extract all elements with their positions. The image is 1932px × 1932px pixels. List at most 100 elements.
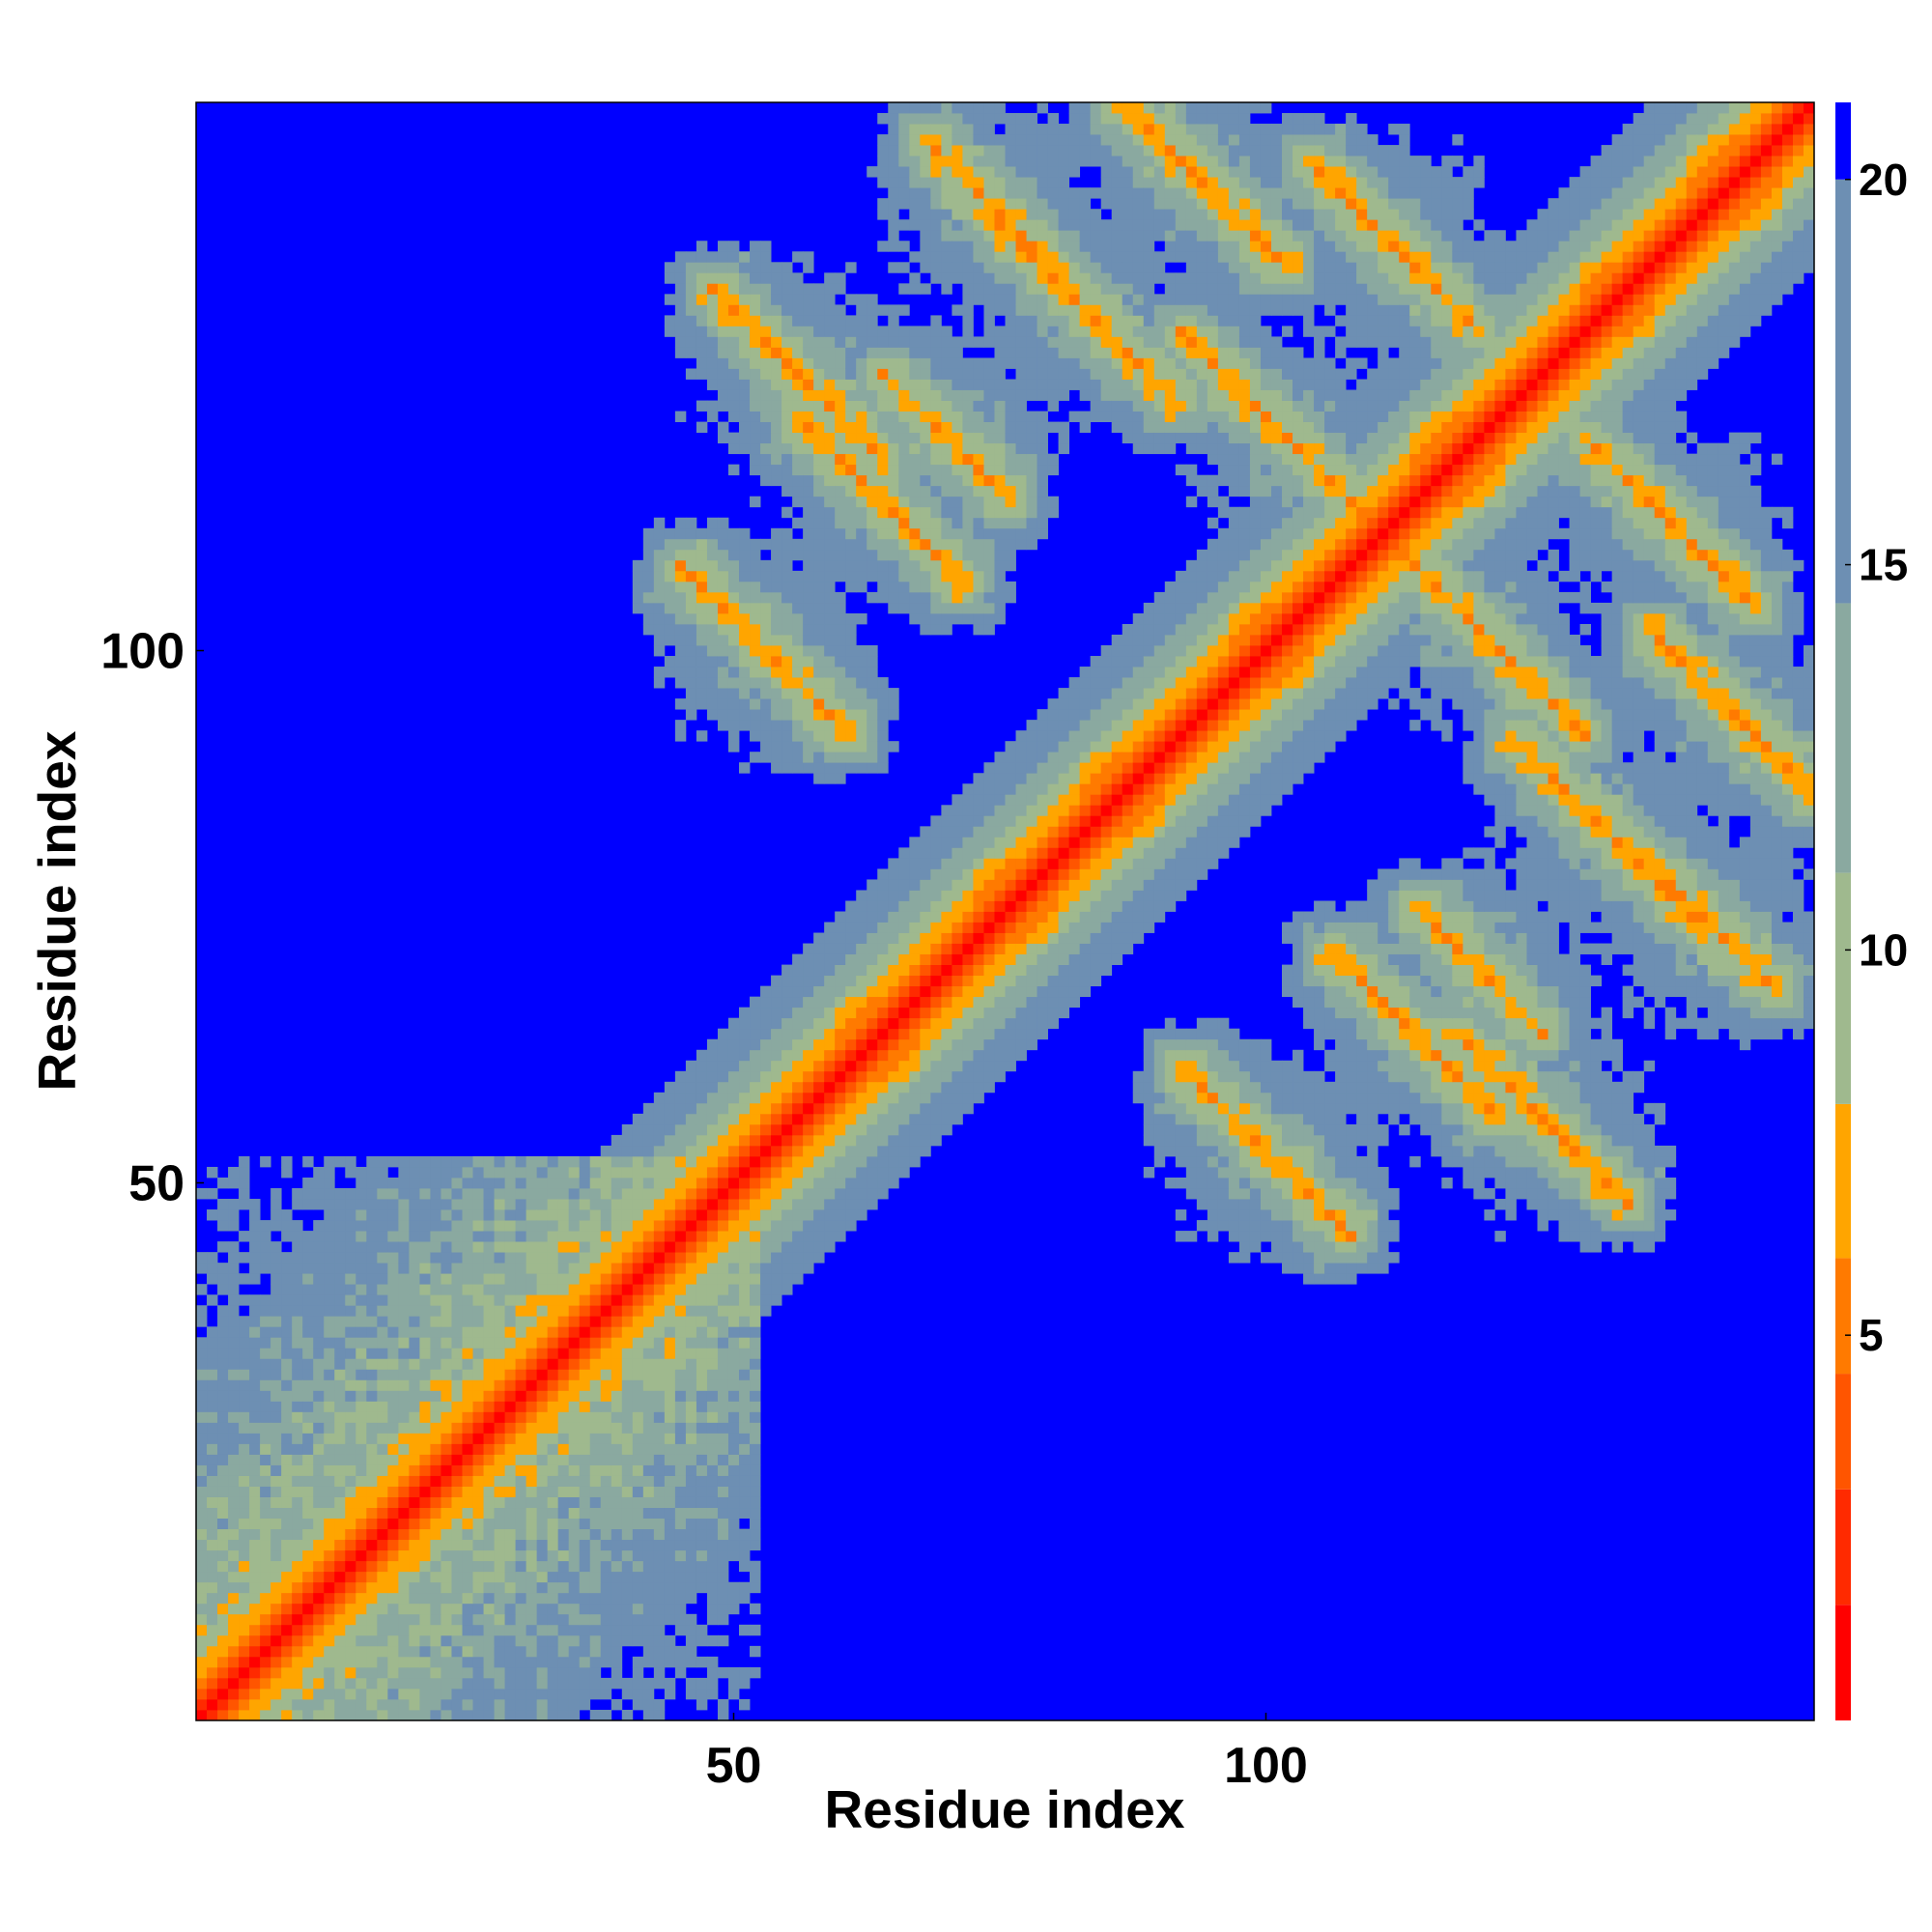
heatmap-cell bbox=[239, 1177, 250, 1189]
heatmap-cell bbox=[1228, 1220, 1240, 1232]
heatmap-cell bbox=[568, 1677, 581, 1690]
heatmap-cell bbox=[1356, 1134, 1368, 1147]
heatmap-cell bbox=[504, 1603, 516, 1615]
heatmap-cell bbox=[1473, 1134, 1485, 1147]
heatmap-cell bbox=[750, 411, 761, 422]
heatmap-cell bbox=[557, 1241, 570, 1253]
heatmap-cell bbox=[270, 1613, 282, 1626]
heatmap-cell bbox=[674, 1433, 687, 1444]
heatmap-cell bbox=[579, 1698, 591, 1711]
heatmap-cell bbox=[632, 1603, 644, 1615]
heatmap-cell bbox=[324, 1231, 335, 1242]
heatmap-cell bbox=[685, 1316, 697, 1327]
heatmap-cell bbox=[750, 1316, 761, 1327]
heatmap-cell bbox=[589, 1464, 602, 1476]
heatmap-cell bbox=[366, 1177, 378, 1189]
heatmap-cell bbox=[739, 1358, 751, 1370]
heatmap-cell bbox=[771, 357, 782, 369]
heatmap-cell bbox=[398, 1220, 410, 1232]
heatmap-cell bbox=[813, 773, 825, 784]
heatmap-cell bbox=[409, 1454, 420, 1465]
heatmap-cell bbox=[717, 1390, 729, 1402]
heatmap-cell bbox=[727, 304, 740, 316]
heatmap-cell bbox=[324, 1209, 335, 1221]
heatmap-cell bbox=[504, 1528, 516, 1541]
heatmap-cell bbox=[1356, 1038, 1368, 1051]
heatmap-cell bbox=[440, 1326, 452, 1338]
heatmap-cell bbox=[674, 570, 687, 582]
heatmap-cell bbox=[845, 506, 857, 519]
heatmap-cell bbox=[1324, 1102, 1336, 1115]
heatmap-cell bbox=[1335, 1134, 1347, 1147]
heatmap-cell bbox=[228, 1592, 240, 1605]
heatmap-cell bbox=[835, 720, 846, 731]
heatmap-cell bbox=[377, 1199, 388, 1210]
heatmap-cell bbox=[451, 1634, 463, 1647]
heatmap-cell bbox=[1569, 1209, 1580, 1221]
heatmap-cell bbox=[557, 1379, 570, 1391]
heatmap-cell bbox=[1238, 1199, 1251, 1210]
heatmap-cell bbox=[1399, 1102, 1410, 1115]
heatmap-cell bbox=[249, 1422, 261, 1434]
heatmap-cell bbox=[334, 1305, 346, 1317]
heatmap-cell bbox=[727, 1199, 740, 1210]
heatmap-cell bbox=[345, 1539, 356, 1551]
heatmap-cell bbox=[674, 1475, 687, 1487]
heatmap-cell bbox=[930, 1113, 942, 1125]
heatmap-cell bbox=[674, 1486, 687, 1497]
heatmap-cell bbox=[674, 1241, 687, 1253]
heatmap-cell bbox=[1282, 1070, 1293, 1083]
heatmap-cell bbox=[196, 1688, 208, 1700]
heatmap-cell bbox=[366, 1560, 378, 1573]
heatmap-cell bbox=[504, 1337, 516, 1349]
heatmap-cell bbox=[727, 400, 740, 412]
heatmap-cell bbox=[632, 1634, 644, 1647]
heatmap-cell bbox=[1388, 1252, 1400, 1264]
heatmap-cell bbox=[611, 1294, 623, 1306]
heatmap-cell bbox=[515, 1411, 527, 1423]
heatmap-cell bbox=[664, 1241, 676, 1253]
heatmap-cell bbox=[632, 1411, 644, 1423]
heatmap-cell bbox=[611, 1379, 623, 1391]
heatmap-cell bbox=[419, 1688, 431, 1700]
heatmap-cell bbox=[674, 1188, 687, 1200]
heatmap-cell bbox=[952, 1038, 963, 1051]
heatmap-cell bbox=[877, 709, 889, 721]
heatmap-cell bbox=[1164, 1102, 1177, 1115]
heatmap-cell bbox=[1643, 1102, 1656, 1115]
heatmap-cell bbox=[941, 1113, 952, 1125]
heatmap-cell bbox=[621, 1709, 634, 1721]
heatmap-cell bbox=[1143, 1028, 1155, 1040]
heatmap-cell bbox=[696, 1241, 708, 1253]
heatmap-cell bbox=[260, 1592, 271, 1605]
heatmap-cell bbox=[334, 1252, 346, 1264]
heatmap-cell bbox=[1516, 1102, 1527, 1115]
heatmap-cell bbox=[1611, 1134, 1624, 1147]
heatmap-cell bbox=[568, 1220, 581, 1232]
heatmap-cell bbox=[727, 1241, 740, 1253]
heatmap-cell bbox=[217, 1645, 229, 1658]
heatmap-cell bbox=[792, 336, 804, 348]
heatmap-cell bbox=[1367, 1220, 1378, 1232]
heatmap-cell bbox=[888, 1145, 899, 1157]
heatmap-cell bbox=[1473, 1188, 1485, 1200]
heatmap-cell bbox=[419, 1496, 431, 1509]
heatmap-cell bbox=[1346, 1049, 1357, 1062]
heatmap-cell bbox=[228, 1177, 240, 1189]
heatmap-cell bbox=[706, 368, 719, 380]
heatmap-cell bbox=[727, 1326, 740, 1338]
heatmap-cell bbox=[621, 1337, 634, 1349]
heatmap-cell bbox=[685, 1220, 697, 1232]
heatmap-cell bbox=[483, 1348, 495, 1359]
heatmap-cell bbox=[387, 1411, 399, 1423]
heatmap-cell bbox=[611, 1401, 623, 1412]
heatmap-cell bbox=[813, 602, 825, 614]
heatmap-cell bbox=[355, 1220, 367, 1232]
heatmap-cell bbox=[472, 1486, 484, 1497]
heatmap-cell bbox=[674, 1401, 687, 1412]
heatmap-cell bbox=[706, 1443, 719, 1455]
heatmap-cell bbox=[706, 1220, 719, 1232]
heatmap-cell bbox=[835, 453, 846, 466]
heatmap-cell bbox=[526, 1316, 538, 1327]
heatmap-cell bbox=[803, 1252, 814, 1264]
